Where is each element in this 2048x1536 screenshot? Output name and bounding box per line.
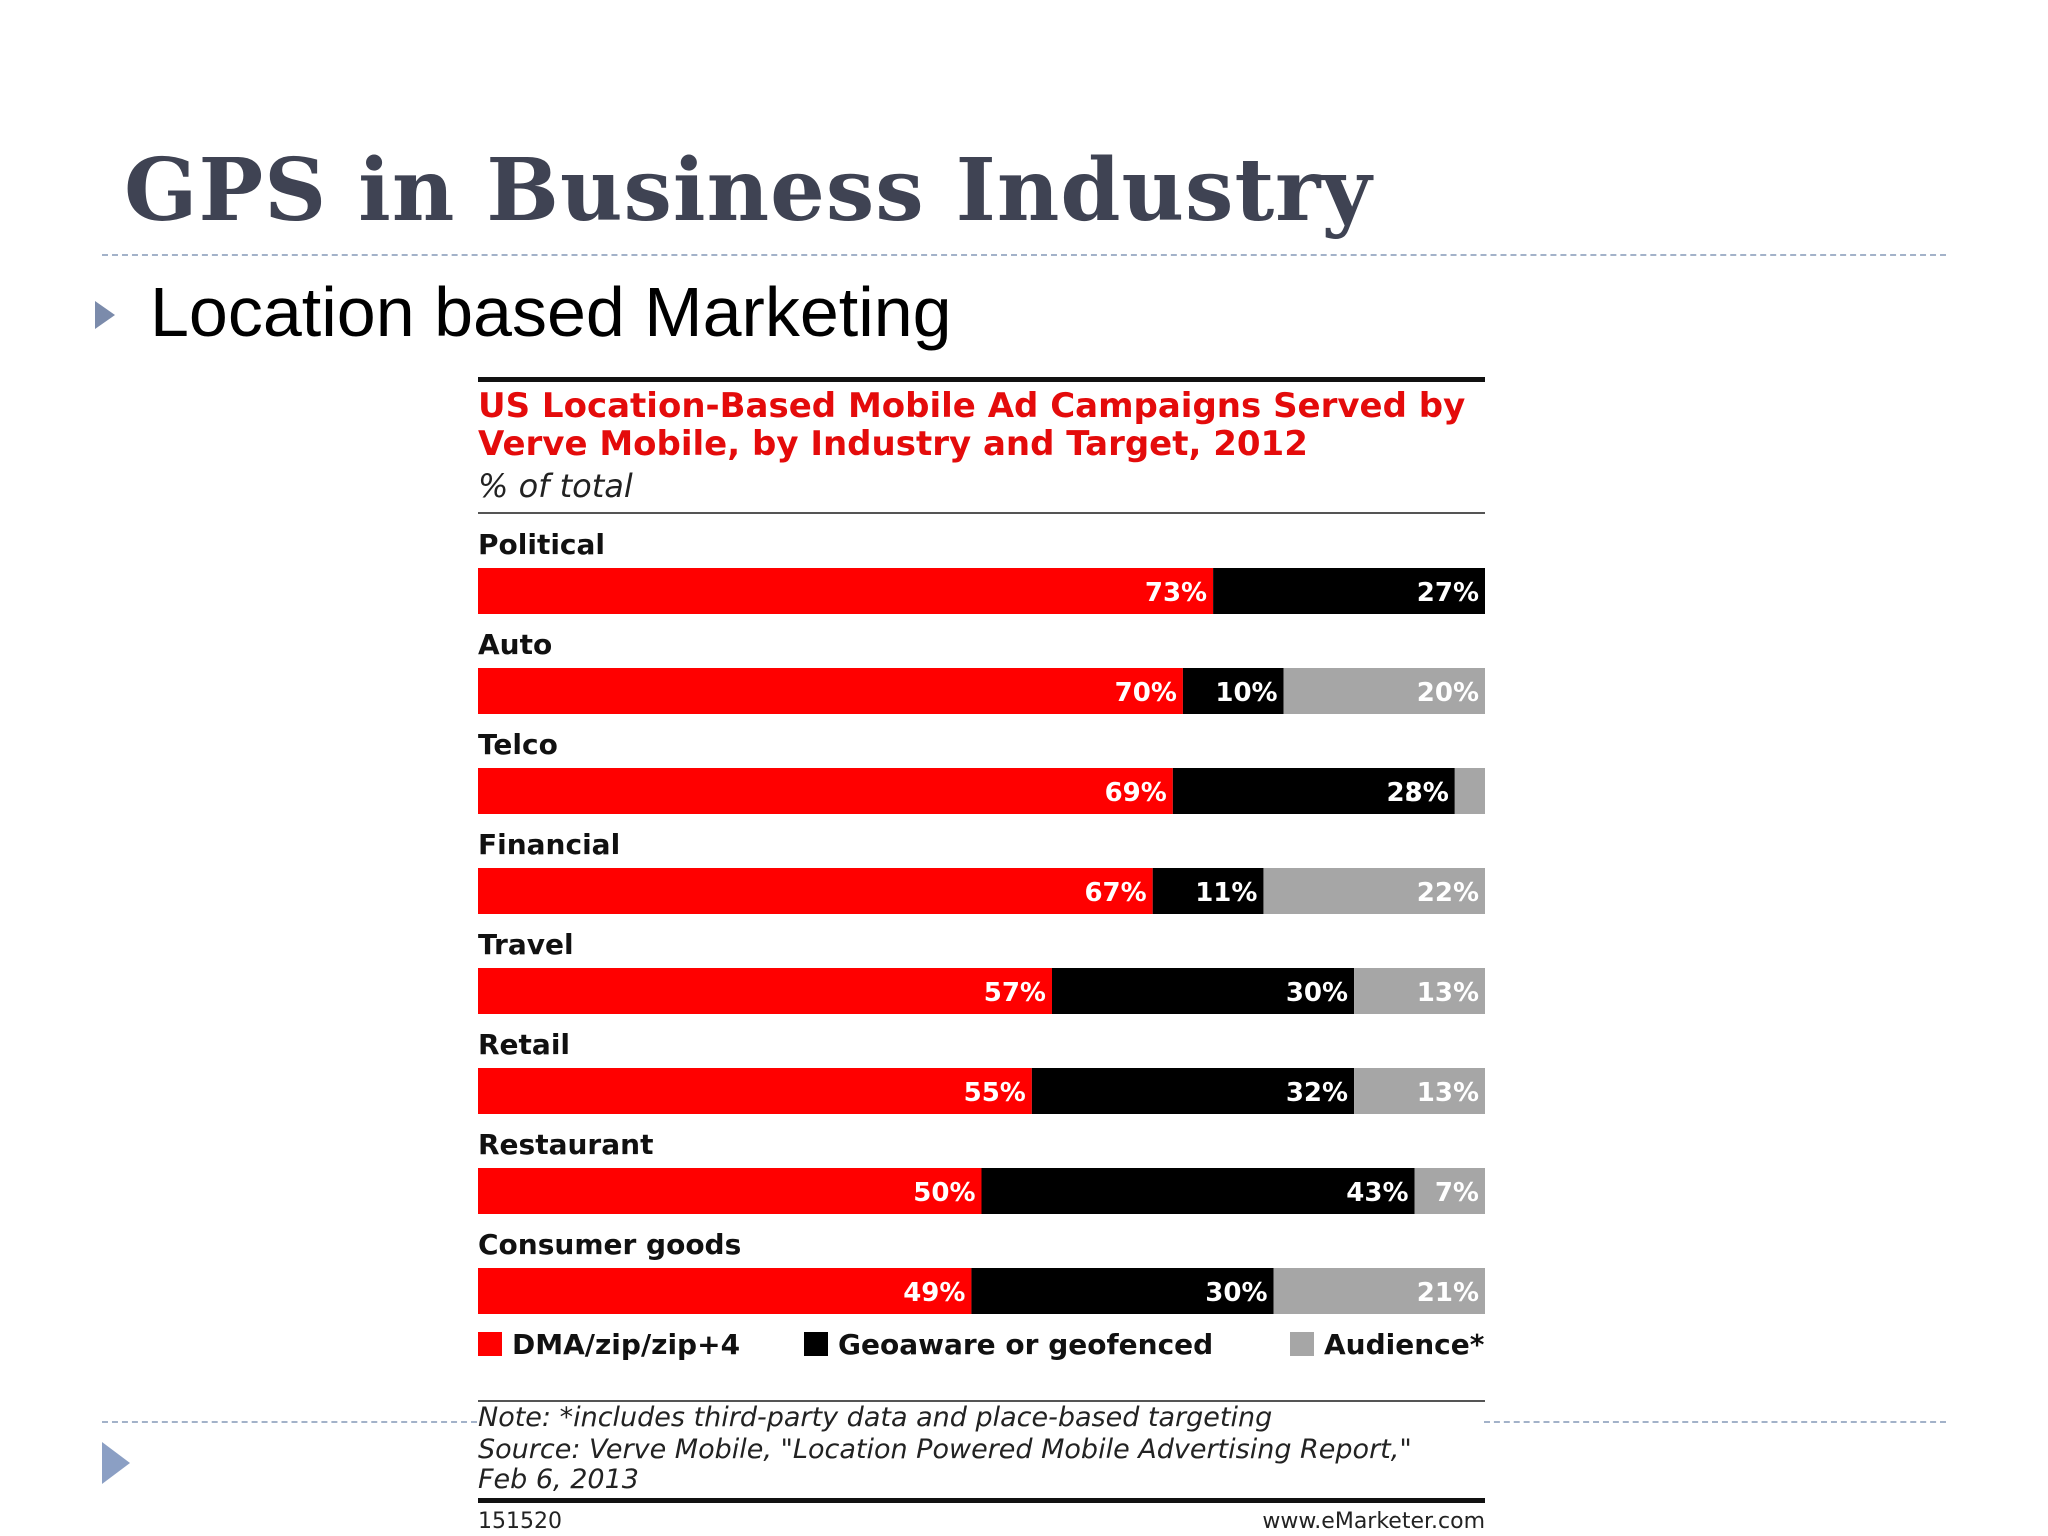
data-label: 10% — [1215, 678, 1277, 708]
slide-title: GPS in Business Industry — [124, 140, 1373, 241]
data-label: 69% — [1105, 778, 1167, 808]
chart-source-line: Source: Verve Mobile, "Location Powered … — [478, 1434, 1412, 1465]
chart-note: Note: *includes third-party data and pla… — [478, 1402, 1272, 1433]
bar-segment — [478, 868, 1153, 914]
bar-segment — [478, 668, 1183, 714]
legend-label: Geoaware or geofenced — [838, 1328, 1213, 1361]
category-label: Political — [478, 528, 605, 561]
chart-svg: US Location-Based Mobile Ad Campaigns Se… — [478, 377, 1485, 1534]
next-slide-arrow-icon[interactable] — [102, 1442, 130, 1484]
category-label: Telco — [478, 728, 558, 761]
data-label: 21% — [1417, 1278, 1479, 1308]
bar-segment — [478, 1068, 1032, 1114]
chart-subtitle: % of total — [478, 467, 633, 505]
bar-segment — [478, 968, 1052, 1014]
bar-segment — [981, 1168, 1415, 1214]
legend-label: DMA/zip/zip+4 — [512, 1328, 740, 1361]
data-label: 20% — [1417, 678, 1479, 708]
bar-segment — [1354, 968, 1485, 1014]
chart-top-rule — [478, 377, 1485, 382]
footer-divider-right — [1484, 1421, 1946, 1423]
bar-segment — [1182, 668, 1284, 714]
bar-segment — [1031, 1068, 1355, 1114]
category-label: Consumer goods — [478, 1228, 741, 1261]
data-label: 13% — [1417, 978, 1479, 1008]
data-label: 32% — [1286, 1078, 1348, 1108]
bar-segment — [1213, 568, 1485, 614]
data-label: 3% — [1405, 778, 1449, 808]
bullet-text: Location based Marketing — [150, 273, 952, 351]
bar-segment — [1172, 768, 1455, 814]
chart-title-line: Verve Mobile, by Industry and Target, 20… — [478, 424, 1308, 464]
category-label: Restaurant — [478, 1128, 653, 1161]
bullet-arrow-icon — [95, 301, 115, 329]
bar-segment — [478, 1168, 982, 1214]
bar-segment — [1051, 968, 1355, 1014]
chart-id: 151520 — [478, 1509, 562, 1534]
bar-segment — [478, 1268, 972, 1314]
data-label: 11% — [1195, 878, 1257, 908]
legend-swatch — [804, 1332, 828, 1356]
data-label: 67% — [1084, 878, 1146, 908]
data-label: 43% — [1346, 1178, 1408, 1208]
data-label: 7% — [1435, 1178, 1479, 1208]
bar-segment — [1454, 768, 1485, 814]
chart-bottom-rule — [478, 1498, 1485, 1503]
data-label: 49% — [903, 1278, 965, 1308]
footer-divider-left — [102, 1421, 477, 1423]
legend-swatch — [1290, 1332, 1314, 1356]
data-label: 55% — [964, 1078, 1026, 1108]
data-label: 57% — [984, 978, 1046, 1008]
category-label: Financial — [478, 828, 620, 861]
data-label: 22% — [1417, 878, 1479, 908]
bar-segment — [478, 568, 1214, 614]
data-label: 50% — [913, 1178, 975, 1208]
stacked-bar-chart: US Location-Based Mobile Ad Campaigns Se… — [470, 370, 1500, 1536]
data-label: 13% — [1417, 1078, 1479, 1108]
chart-source-line: Feb 6, 2013 — [478, 1464, 639, 1495]
chart-title-line: US Location-Based Mobile Ad Campaigns Se… — [478, 386, 1465, 426]
chart-header-rule — [478, 512, 1485, 514]
category-label: Auto — [478, 628, 552, 661]
chart-footer-rule — [478, 1400, 1485, 1402]
chart-site: www.eMarketer.com — [1262, 1509, 1485, 1534]
bar-segment — [1283, 668, 1485, 714]
data-label: 30% — [1205, 1278, 1267, 1308]
legend-label: Audience* — [1324, 1328, 1485, 1361]
category-label: Travel — [478, 928, 574, 961]
title-divider — [102, 254, 1946, 256]
bar-segment — [1354, 1068, 1485, 1114]
data-label: 73% — [1145, 578, 1207, 608]
data-label: 27% — [1417, 578, 1479, 608]
data-label: 30% — [1286, 978, 1348, 1008]
bar-segment — [971, 1268, 1274, 1314]
bar-segment — [1263, 868, 1485, 914]
bar-segment — [1414, 1168, 1485, 1214]
data-label: 28% — [1387, 778, 1449, 808]
bar-segment — [478, 768, 1173, 814]
bar-segment — [1273, 1268, 1485, 1314]
bar-segment — [1152, 868, 1264, 914]
legend-swatch — [478, 1332, 502, 1356]
category-label: Retail — [478, 1028, 570, 1061]
data-label: 70% — [1115, 678, 1177, 708]
